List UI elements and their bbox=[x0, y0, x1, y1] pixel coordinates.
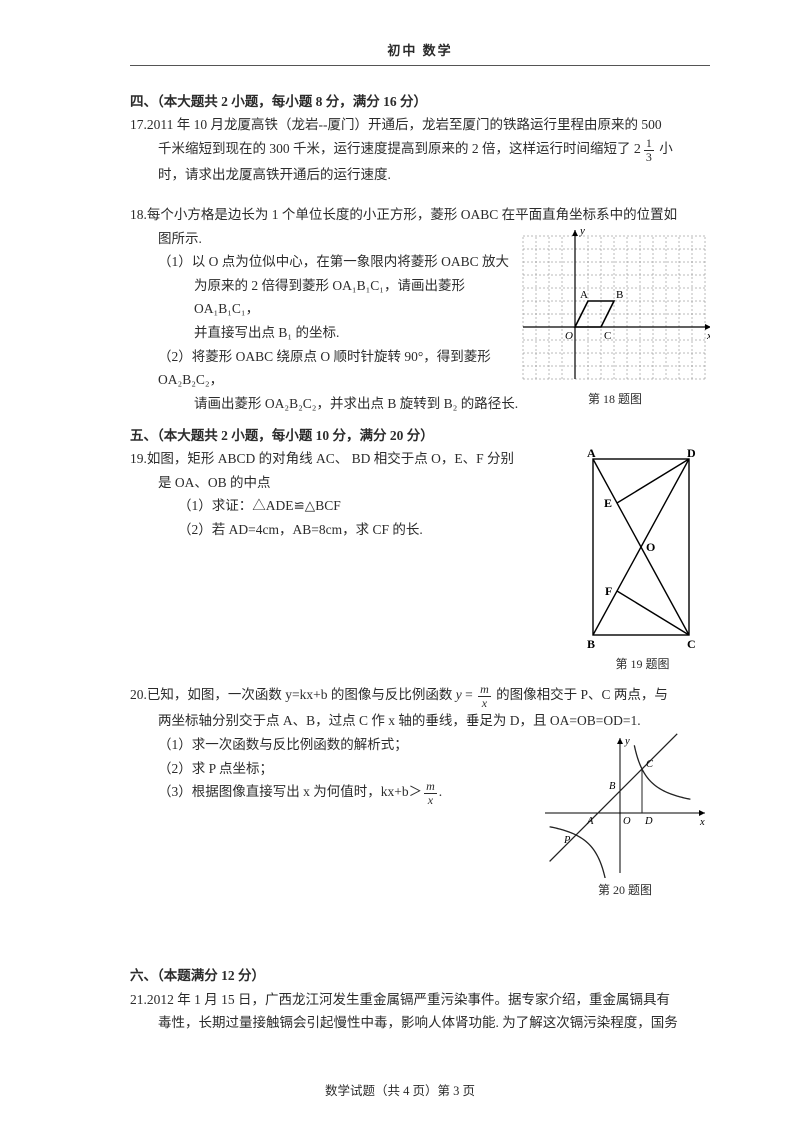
svg-text:D: D bbox=[644, 816, 653, 827]
svg-text:B: B bbox=[609, 781, 616, 792]
q18-p1c: 并直接写出点 B₁ 的坐标. bbox=[130, 321, 520, 345]
q19-p1: （1）求证：△ADE≌△BCF bbox=[130, 494, 550, 518]
q18-p1a: （1）以 O 点为位似中心，在第一象限内将菱形 OABC 放大 bbox=[130, 250, 520, 274]
header-rule bbox=[130, 65, 710, 66]
q19-p2: （2）若 AD=4cm，AB=8cm，求 CF 的长. bbox=[130, 518, 550, 542]
q18-line2: 图所示. bbox=[130, 227, 520, 251]
q18-line1: 每个小方格是边长为 1 个单位长度的小正方形，菱形 OABC 在平面直角坐标系中… bbox=[147, 207, 677, 222]
q20-line1b: 的图像相交于 P、C 两点，与 bbox=[493, 687, 668, 702]
svg-text:O: O bbox=[646, 540, 655, 554]
svg-text:A: A bbox=[587, 447, 596, 460]
section-5-title: 五、（本大题共 2 小题，每小题 10 分，满分 20 分） bbox=[130, 424, 710, 448]
svg-text:A: A bbox=[586, 816, 594, 827]
q18-num: 18. bbox=[130, 207, 147, 222]
svg-text:x: x bbox=[706, 330, 710, 342]
page-footer: 数学试题（共 4 页）第 3 页 bbox=[0, 1081, 800, 1103]
q20-line1a: 已知，如图，一次函数 y=kx+b 的图像与反比例函数 bbox=[147, 687, 456, 702]
q18-p2a: （2）将菱形 OABC 绕原点 O 顺时针旋转 90°，得到菱形 OA₂B₂C₂… bbox=[130, 345, 520, 392]
q20-p3b: . bbox=[439, 784, 442, 799]
q21-line1: 2012 年 1 月 15 日，广西龙江河发生重金属镉严重污染事件。据专家介绍，… bbox=[147, 992, 670, 1007]
svg-text:y: y bbox=[624, 736, 630, 747]
q20-p3-frac: mx bbox=[424, 780, 437, 806]
svg-text:B: B bbox=[616, 289, 623, 301]
svg-text:A: A bbox=[580, 289, 588, 301]
q20-p2: （2）求 P 点坐标； bbox=[130, 757, 540, 781]
question-17: 17.2011 年 10 月龙厦高铁（龙岩--厦门）开通后，龙岩至厦门的铁路运行… bbox=[130, 113, 710, 187]
q20-num: 20. bbox=[130, 687, 147, 702]
q21-num: 21. bbox=[130, 992, 147, 1007]
q19-line2: 是 OA、OB 的中点 bbox=[130, 471, 550, 495]
figure-20-caption: 第 20 题图 bbox=[540, 880, 710, 901]
svg-text:O: O bbox=[623, 816, 631, 827]
q17-num: 17. bbox=[130, 117, 147, 132]
svg-text:C: C bbox=[604, 330, 611, 342]
svg-text:P: P bbox=[563, 835, 571, 846]
question-20: 20.已知，如图，一次函数 y=kx+b 的图像与反比例函数 y = mx 的图… bbox=[130, 683, 710, 901]
figure-18: Ox y A B C 第 18 题图 bbox=[520, 227, 710, 416]
figure-19: A D B C E F O 第 19 题图 bbox=[575, 447, 710, 675]
figure-18-caption: 第 18 题图 bbox=[520, 389, 710, 410]
q18-p1b: 为原来的 2 倍得到菱形 OA₁B₁C₁，请画出菱形 OA₁B₁C₁， bbox=[130, 274, 520, 321]
page: 初中 数学 四、（本大题共 2 小题，每小题 8 分，满分 16 分） 17.2… bbox=[0, 0, 800, 1133]
svg-text:F: F bbox=[605, 584, 612, 598]
svg-text:y: y bbox=[579, 227, 585, 237]
figure-19-caption: 第 19 题图 bbox=[575, 654, 710, 675]
question-18: 18.每个小方格是边长为 1 个单位长度的小正方形，菱形 OABC 在平面直角坐… bbox=[130, 203, 710, 416]
section-4-title: 四、（本大题共 2 小题，每小题 8 分，满分 16 分） bbox=[130, 90, 710, 114]
svg-text:B: B bbox=[587, 637, 595, 651]
q20-eqn: y = mx bbox=[456, 687, 493, 702]
q21-line2: 毒性，长期过量接触镉会引起慢性中毒，影响人体肾功能. 为了解这次镉污染程度，国务 bbox=[130, 1011, 710, 1035]
q20-p3a: （3）根据图像直接写出 x 为何值时，kx+b＞ bbox=[158, 784, 422, 799]
question-19: 19.如图，矩形 ABCD 的对角线 AC、 BD 相交于点 O，E、F 分别 … bbox=[130, 447, 710, 675]
q20-line2: 两坐标轴分别交于点 A、B，过点 C 作 x 轴的垂线，垂足为 D，且 OA=O… bbox=[130, 709, 710, 733]
question-21: 21.2012 年 1 月 15 日，广西龙江河发生重金属镉严重污染事件。据专家… bbox=[130, 988, 710, 1035]
q17-line2b: 小 bbox=[656, 141, 673, 156]
svg-text:D: D bbox=[687, 447, 696, 460]
figure-20: Ox y A B C D P 第 20 题图 bbox=[540, 733, 710, 901]
page-header: 初中 数学 bbox=[130, 40, 710, 63]
q17-line1: 2011 年 10 月龙厦高铁（龙岩--厦门）开通后，龙岩至厦门的铁路运行里程由… bbox=[147, 117, 662, 132]
svg-text:O: O bbox=[565, 330, 573, 342]
section-6-title: 六、（本题满分 12 分） bbox=[130, 964, 710, 988]
svg-text:E: E bbox=[604, 496, 612, 510]
q19-num: 19. bbox=[130, 451, 147, 466]
q17-mixed-fraction: 213 bbox=[634, 137, 656, 163]
q19-line1: 如图，矩形 ABCD 的对角线 AC、 BD 相交于点 O，E、F 分别 bbox=[147, 451, 514, 466]
svg-text:C: C bbox=[646, 759, 654, 770]
q20-p1: （1）求一次函数与反比例函数的解析式； bbox=[130, 733, 540, 757]
svg-text:x: x bbox=[699, 817, 705, 828]
q17-line2a: 千米缩短到现在的 300 千米，运行速度提高到原来的 2 倍，这样运行时间缩短了 bbox=[158, 141, 634, 156]
q17-line3: 时，请求出龙厦高铁开通后的运行速度. bbox=[130, 163, 710, 187]
svg-text:C: C bbox=[687, 637, 696, 651]
q18-p2b: 请画出菱形 OA₂B₂C₂，并求出点 B 旋转到 B₂ 的路径长. bbox=[130, 392, 520, 416]
